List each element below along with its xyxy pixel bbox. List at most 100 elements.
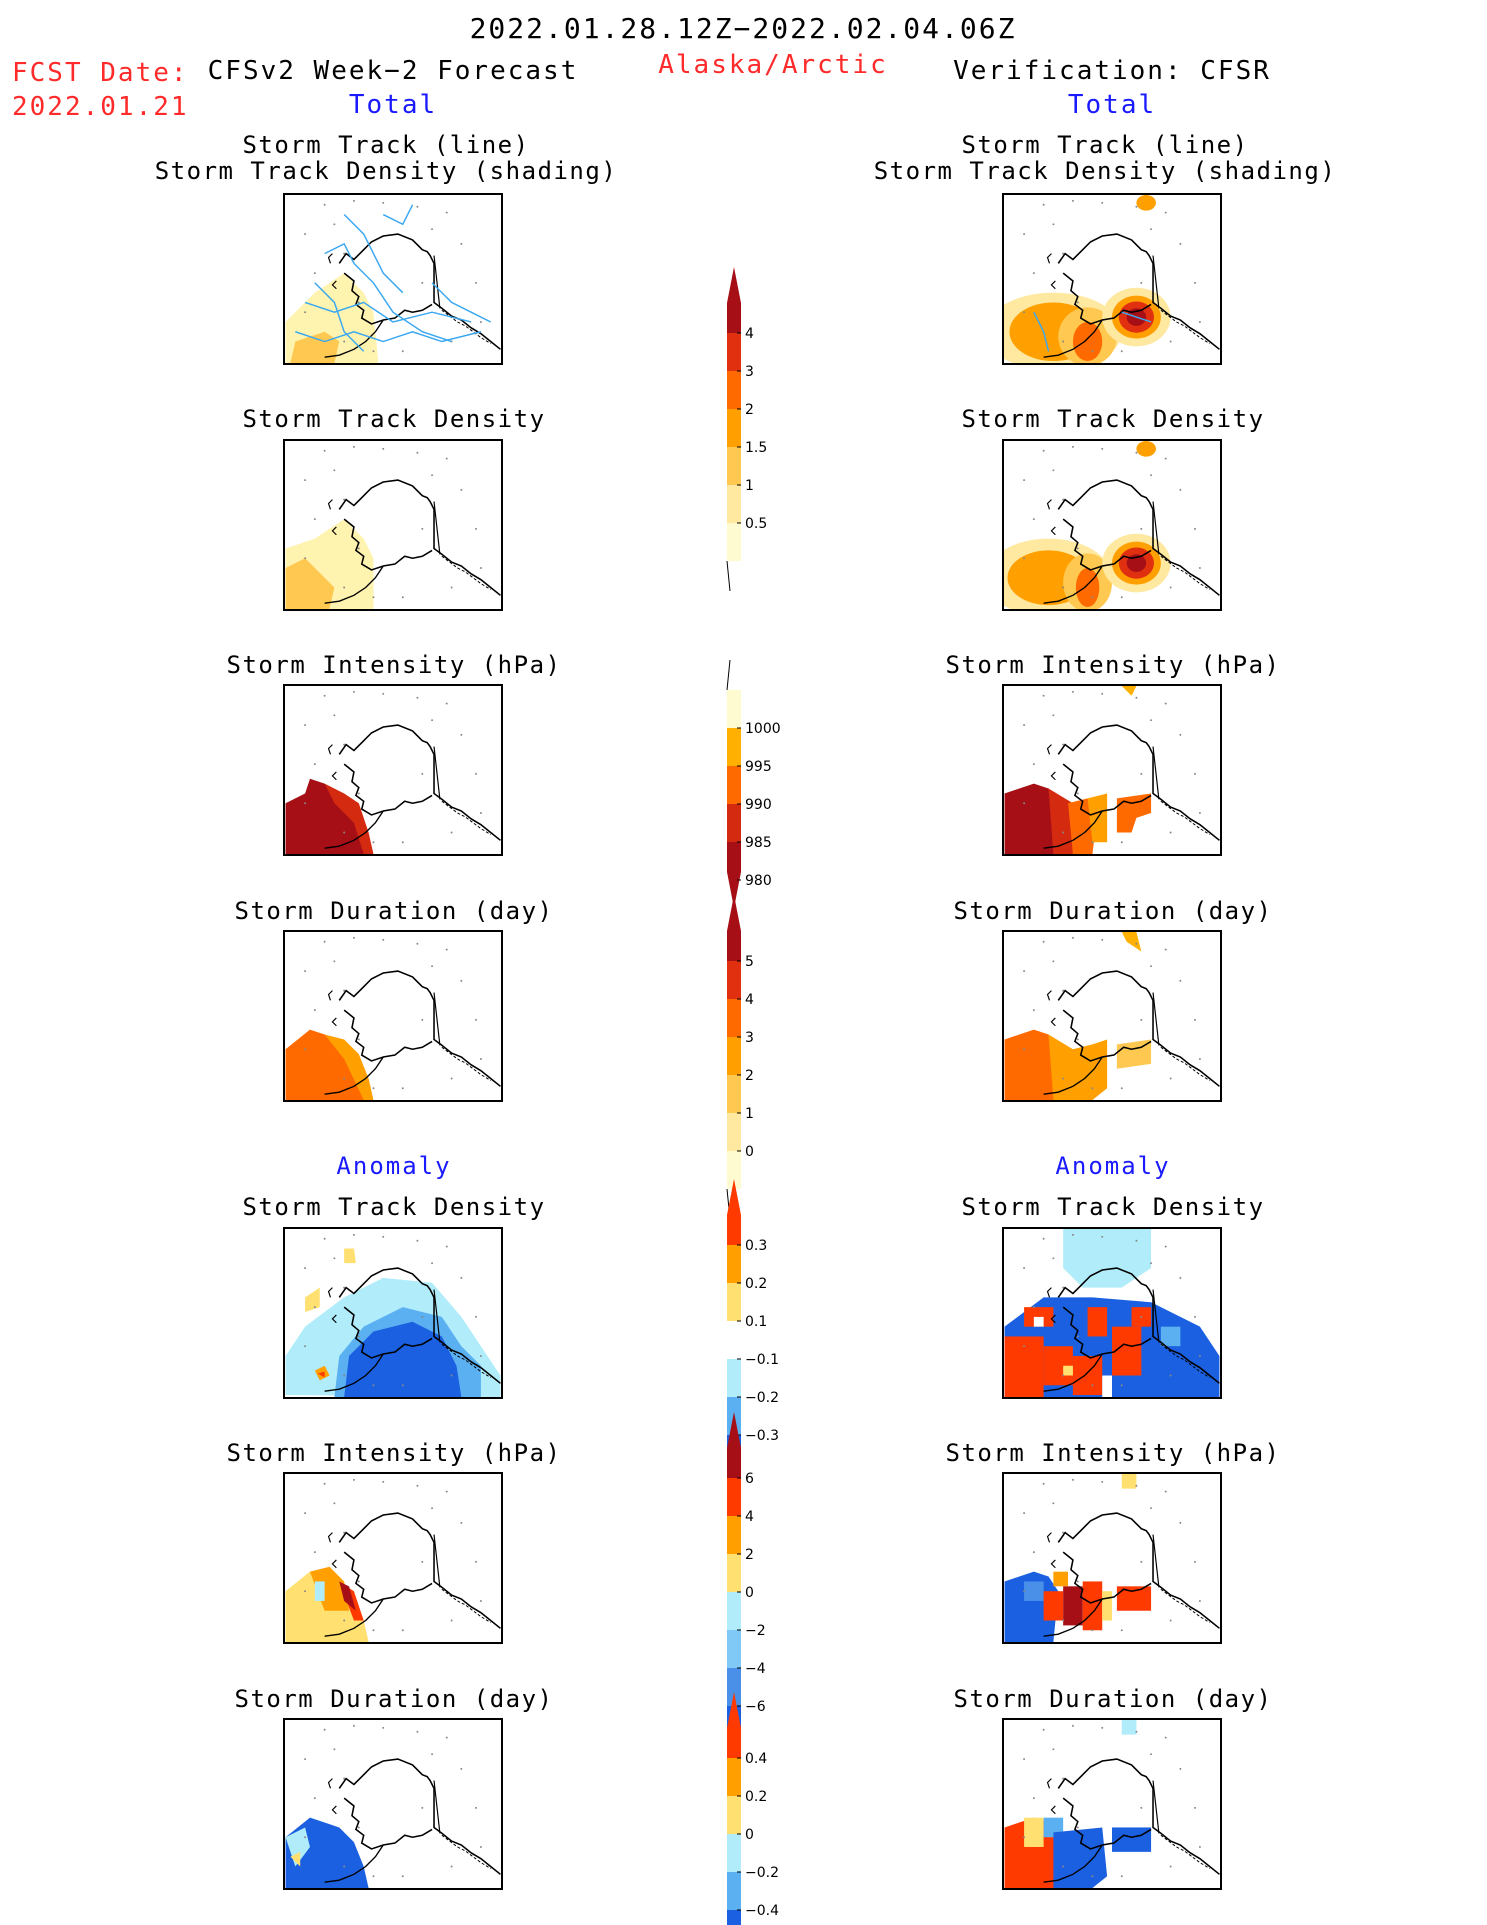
map-verification-density [1002, 439, 1222, 611]
map-verification-anom-density [1002, 1227, 1222, 1399]
colorbar-tick-label: 980 [745, 873, 772, 889]
map-forecast-anom-intensity [283, 1472, 503, 1644]
panel-title-anom-intensity-right: Storm Intensity (hPa) [945, 1439, 1281, 1467]
panel-title-track-line-right: Storm Track (line) Storm Track Density (s… [873, 131, 1337, 185]
colorbar-swatch [727, 1179, 741, 1245]
colorbar-tick-label: 985 [745, 835, 772, 851]
panel-title-duration-right: Storm Duration (day) [953, 897, 1273, 925]
colorbar-tick-label: 1 [745, 1106, 754, 1122]
colorbar-tick-label: 2 [745, 402, 754, 418]
colorbar-tick-label: 995 [745, 759, 772, 775]
region-label: Alaska/Arctic [658, 50, 888, 80]
colorbar-tick-label: 5 [745, 954, 754, 970]
colorbar-tick-label: 0.4 [745, 1751, 767, 1767]
colorbar-tick-label: −2 [745, 1623, 766, 1639]
colorbar-tick-label: 0.2 [745, 1789, 767, 1805]
colorbar-density-total: 4 3 2 1.5 1 0.5 [725, 265, 785, 592]
colorbar-tick-label: −0.2 [745, 1865, 779, 1881]
colorbar-swatch [727, 1037, 741, 1075]
colorbar-swatch [727, 1630, 741, 1668]
colorbar-tick-label: 3 [745, 364, 754, 380]
left-anomaly-label: Anomaly [336, 1152, 452, 1180]
left-total-label: Total [348, 90, 438, 120]
right-total-label: Total [1067, 90, 1157, 120]
fcst-date-label: FCST Date: [12, 58, 189, 88]
map-forecast-anom-duration [283, 1718, 503, 1890]
colorbar-swatch [727, 1758, 741, 1796]
panel-title-anom-density-right: Storm Track Density [961, 1193, 1265, 1221]
right-anomaly-label: Anomaly [1055, 1152, 1171, 1180]
colorbar-swatch [727, 409, 741, 447]
colorbar-swatch [727, 842, 741, 908]
colorbar-swatch [727, 523, 741, 561]
map-forecast-track [283, 193, 503, 365]
colorbar-tick-label: 6 [745, 1471, 754, 1487]
colorbar-swatch [727, 1075, 741, 1113]
map-forecast-duration [283, 930, 503, 1102]
panel-title-track-line-left: Storm Track (line) Storm Track Density (s… [154, 131, 618, 185]
colorbar-tick-label: −0.1 [745, 1352, 779, 1368]
colorbar-swatch [727, 999, 741, 1037]
colorbar-tick-label: 4 [745, 1509, 754, 1525]
colorbar-swatch [727, 1113, 741, 1151]
colorbar-swatch [727, 1516, 741, 1554]
panel-title-anom-intensity-left: Storm Intensity (hPa) [226, 1439, 562, 1467]
colorbar-duration-total: 5 4 3 2 1 0 [725, 893, 785, 1220]
colorbar-tick-label: 1.5 [745, 440, 767, 456]
colorbar-tick-label: 4 [745, 992, 754, 1008]
colorbar-swatch [727, 485, 741, 523]
colorbar-swatch [727, 1245, 741, 1283]
colorbar-swatch [727, 1321, 741, 1359]
colorbar-tick-label: 0.5 [745, 516, 767, 532]
colorbar-tick-label: −0.4 [745, 1903, 779, 1919]
panel-title-anom-density-left: Storm Track Density [242, 1193, 546, 1221]
colorbar-swatch [727, 333, 741, 371]
colorbar-swatch [727, 1668, 741, 1706]
map-forecast-intensity [283, 684, 503, 856]
colorbar-tick-label: 2 [745, 1547, 754, 1563]
map-verification-anom-duration [1002, 1718, 1222, 1890]
panel-title-anom-duration-left: Storm Duration (day) [234, 1685, 554, 1713]
colorbar-tick-label: 0 [745, 1144, 754, 1160]
fcst-date-value: 2022.01.21 [12, 92, 189, 122]
colorbar-swatch [727, 766, 741, 804]
map-verification-intensity [1002, 684, 1222, 856]
colorbar-tick-label: −0.3 [745, 1428, 779, 1444]
colorbar-tick-label: 990 [745, 797, 772, 813]
colorbar-swatch [727, 447, 741, 485]
colorbar-tick-label: 1000 [745, 721, 781, 737]
colorbar-duration-anomaly: 0.4 0.2 0 −0.2 −0.4 [725, 1690, 785, 1925]
panel-title-intensity-right: Storm Intensity (hPa) [945, 651, 1281, 679]
colorbar-swatch [727, 728, 741, 766]
colorbar-tick-label: 4 [745, 326, 754, 342]
map-verification-track [1002, 193, 1222, 365]
colorbar-tick-label: −4 [745, 1661, 766, 1677]
map-verification-anom-intensity [1002, 1472, 1222, 1644]
map-forecast-anom-density [283, 1227, 503, 1399]
colorbar-swatch [727, 895, 741, 961]
colorbar-swatch [727, 690, 741, 728]
colorbar-swatch [727, 371, 741, 409]
colorbar-swatch [727, 1796, 741, 1834]
colorbar-tick-label: 0.2 [745, 1276, 767, 1292]
panel-title-duration-left: Storm Duration (day) [234, 897, 554, 925]
panel-title-anom-duration-right: Storm Duration (day) [953, 1685, 1273, 1713]
colorbar-swatch [727, 1151, 741, 1189]
colorbar-tick-label: −0.2 [745, 1390, 779, 1406]
colorbar-swatch [727, 1872, 741, 1910]
colorbar-tick-label: 0 [745, 1585, 754, 1601]
right-column-title: Verification: CFSR [953, 56, 1271, 86]
left-column-title: CFSv2 Week−2 Forecast [207, 56, 579, 86]
date-range-title: 2022.01.28.12Z−2022.02.04.06Z [469, 12, 1017, 45]
colorbar-intensity-total: 1000 995 990 985 980 [725, 650, 785, 908]
colorbar-swatch [727, 1412, 741, 1478]
panel-title-density-left: Storm Track Density [242, 405, 546, 433]
colorbar-tick-label: 1 [745, 478, 754, 494]
colorbar-swatch [727, 1692, 741, 1758]
panel-title-intensity-left: Storm Intensity (hPa) [226, 651, 562, 679]
colorbar-swatch [727, 961, 741, 999]
colorbar-tick-label: 3 [745, 1030, 754, 1046]
colorbar-intensity-anomaly: 6 4 2 0 −2 −4 −6 [725, 1410, 785, 1772]
colorbar-tick-label: 0.3 [745, 1238, 767, 1254]
colorbar-swatch [727, 804, 741, 842]
